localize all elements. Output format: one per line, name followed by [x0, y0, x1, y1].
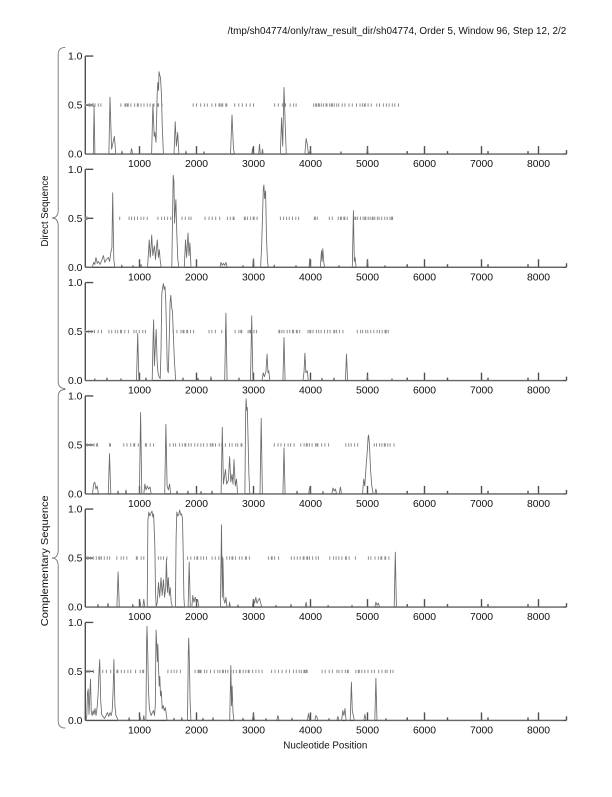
svg-text:3000: 3000: [242, 159, 265, 170]
svg-text:0.5: 0.5: [68, 327, 83, 338]
svg-text:2000: 2000: [185, 499, 208, 510]
svg-text:1000: 1000: [128, 725, 151, 736]
svg-text:1.0: 1.0: [68, 505, 83, 516]
svg-text:/tmp/sh04774/only/raw_result_d: /tmp/sh04774/only/raw_result_dir/sh04774…: [228, 26, 567, 37]
svg-text:3000: 3000: [242, 272, 265, 283]
svg-text:8000: 8000: [527, 272, 550, 283]
svg-text:5000: 5000: [356, 499, 379, 510]
svg-text:0.0: 0.0: [68, 489, 83, 500]
svg-text:1000: 1000: [128, 386, 151, 397]
svg-text:4000: 4000: [299, 386, 322, 397]
svg-text:3000: 3000: [242, 386, 265, 397]
svg-text:8000: 8000: [527, 612, 550, 623]
svg-text:5000: 5000: [356, 159, 379, 170]
svg-text:6000: 6000: [413, 725, 436, 736]
svg-text:0.0: 0.0: [68, 603, 83, 614]
svg-text:1000: 1000: [128, 159, 151, 170]
svg-text:Direct Sequence: Direct Sequence: [40, 175, 51, 246]
svg-text:Complementary Sequence: Complementary Sequence: [40, 495, 51, 626]
svg-text:1.0: 1.0: [68, 52, 83, 63]
svg-text:4000: 4000: [299, 272, 322, 283]
svg-text:7000: 7000: [470, 612, 493, 623]
svg-text:2000: 2000: [185, 386, 208, 397]
svg-text:5000: 5000: [356, 386, 379, 397]
svg-text:0.0: 0.0: [68, 716, 83, 727]
svg-text:1.0: 1.0: [68, 165, 83, 176]
svg-text:3000: 3000: [242, 499, 265, 510]
svg-text:0.0: 0.0: [68, 263, 83, 274]
svg-text:6000: 6000: [413, 386, 436, 397]
svg-text:1.0: 1.0: [68, 618, 83, 629]
svg-text:0.5: 0.5: [68, 554, 83, 565]
svg-text:8000: 8000: [527, 159, 550, 170]
svg-text:Nucleotide Position: Nucleotide Position: [283, 741, 367, 752]
svg-text:1000: 1000: [128, 272, 151, 283]
svg-text:7000: 7000: [470, 725, 493, 736]
svg-text:1.0: 1.0: [68, 391, 83, 402]
svg-text:6000: 6000: [413, 159, 436, 170]
svg-text:0.5: 0.5: [68, 214, 83, 225]
svg-text:7000: 7000: [470, 499, 493, 510]
svg-text:5000: 5000: [356, 725, 379, 736]
svg-text:1000: 1000: [128, 612, 151, 623]
svg-text:8000: 8000: [527, 499, 550, 510]
svg-text:6000: 6000: [413, 612, 436, 623]
svg-text:2000: 2000: [185, 272, 208, 283]
svg-text:6000: 6000: [413, 272, 436, 283]
svg-text:4000: 4000: [299, 499, 322, 510]
svg-text:2000: 2000: [185, 725, 208, 736]
svg-text:0.0: 0.0: [68, 376, 83, 387]
svg-text:0.0: 0.0: [68, 150, 83, 161]
svg-text:7000: 7000: [470, 159, 493, 170]
svg-text:5000: 5000: [356, 272, 379, 283]
svg-text:4000: 4000: [299, 725, 322, 736]
svg-text:1.0: 1.0: [68, 278, 83, 289]
svg-text:0.5: 0.5: [68, 440, 83, 451]
svg-text:4000: 4000: [299, 159, 322, 170]
svg-text:3000: 3000: [242, 612, 265, 623]
svg-text:0.5: 0.5: [68, 101, 83, 112]
svg-text:2000: 2000: [185, 612, 208, 623]
svg-text:8000: 8000: [527, 725, 550, 736]
svg-text:5000: 5000: [356, 612, 379, 623]
svg-text:2000: 2000: [185, 159, 208, 170]
svg-text:3000: 3000: [242, 725, 265, 736]
svg-text:0.5: 0.5: [68, 667, 83, 678]
svg-text:7000: 7000: [470, 272, 493, 283]
svg-text:7000: 7000: [470, 386, 493, 397]
svg-text:8000: 8000: [527, 386, 550, 397]
svg-text:1000: 1000: [128, 499, 151, 510]
svg-text:4000: 4000: [299, 612, 322, 623]
svg-text:6000: 6000: [413, 499, 436, 510]
